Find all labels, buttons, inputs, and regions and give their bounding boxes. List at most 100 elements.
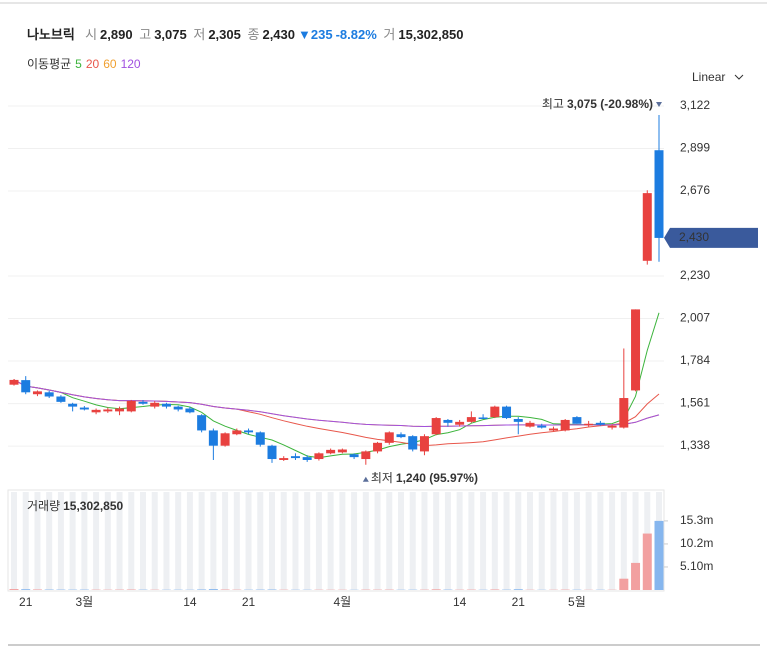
ma-legend-item: 60 — [103, 57, 117, 71]
candle-body — [21, 380, 31, 393]
x-tick-label: 14 — [453, 595, 467, 609]
high-text: 3,075 (-20.98%) — [567, 97, 653, 111]
candle-body — [267, 445, 277, 460]
candle-body — [208, 430, 218, 446]
volume-bar — [197, 589, 207, 590]
candle-body — [185, 408, 195, 413]
scale-mode[interactable]: Linear — [692, 70, 725, 84]
label: 저 — [193, 27, 206, 42]
volume-tick-label: 5.10m — [680, 559, 713, 573]
label: 거 — [383, 27, 396, 42]
candle-body — [232, 430, 242, 435]
candle-body — [443, 419, 453, 423]
candle-body — [455, 421, 465, 425]
low-annotation: 최저 1,240 (95.97%) — [371, 471, 478, 485]
candle-body — [572, 417, 582, 424]
candle-body — [150, 402, 160, 407]
volume-bar — [654, 520, 664, 590]
low-prefix: 최저 — [371, 471, 393, 485]
candle-body — [478, 417, 488, 419]
candle-body — [255, 432, 265, 445]
candle-body — [502, 406, 512, 419]
volume-bar — [642, 533, 652, 590]
candle-body — [607, 425, 617, 428]
x-tick-label: 21 — [242, 595, 256, 609]
high-marker — [656, 101, 662, 107]
volume-bar — [21, 589, 31, 590]
volume-bar — [32, 589, 42, 590]
change: ▼235 — [298, 27, 333, 42]
volume-bar — [208, 589, 218, 590]
y-tick-label: 2,676 — [680, 183, 710, 197]
volume-label: 거래량 — [27, 499, 60, 513]
candle-body — [525, 422, 535, 427]
volume-title: 거래량 15,302,850 — [27, 499, 124, 513]
candle-body — [373, 442, 383, 452]
candle-body — [408, 436, 418, 450]
candle-body — [349, 454, 359, 458]
last-price-box — [664, 227, 758, 248]
x-tick-label: 3월 — [76, 595, 94, 609]
candle-body — [631, 309, 641, 391]
y-tick-label: 1,784 — [680, 353, 710, 367]
y-tick-label: 2,230 — [680, 268, 710, 282]
candle-body — [9, 379, 19, 385]
low-text: 1,240 (95.97%) — [396, 471, 478, 485]
x-tick-label: 5월 — [568, 595, 586, 609]
y-tick-label: 2,899 — [680, 141, 710, 155]
candle-body — [32, 391, 42, 395]
last-price: 2,430 — [679, 230, 709, 244]
ma-label: 이동평균 — [27, 57, 72, 71]
volume-bar — [631, 562, 641, 590]
volume-bar — [431, 589, 441, 590]
value: 2,305 — [208, 27, 241, 42]
stock-name: 나노브릭 — [27, 27, 75, 42]
low-marker — [362, 476, 369, 482]
moving-average — [13, 379, 660, 447]
value: 15,302,850 — [398, 27, 464, 42]
candle-body — [44, 392, 54, 397]
candle-body — [654, 150, 664, 238]
x-tick-label: 14 — [183, 595, 197, 609]
candle-body — [91, 409, 101, 413]
candle-body — [337, 449, 347, 453]
candle-body — [138, 401, 148, 404]
candle-body — [642, 193, 652, 261]
candle-body — [595, 422, 605, 425]
high-prefix: 최고 — [542, 97, 564, 111]
chevron[interactable] — [734, 74, 744, 80]
candle-body — [115, 408, 125, 412]
volume-bar — [619, 578, 629, 590]
candle-body — [513, 419, 523, 422]
ma-legend-item: 20 — [85, 57, 100, 71]
candle-body — [290, 456, 300, 459]
candle-body — [384, 432, 394, 443]
candle-body — [220, 433, 230, 446]
candle-body — [302, 457, 312, 460]
label: 종 — [247, 27, 260, 42]
candle-body — [548, 428, 558, 431]
candle-body — [326, 449, 336, 454]
x-tick-label: 4월 — [334, 595, 352, 609]
x-tick-label: 21 — [512, 595, 526, 609]
volume-total: 15,302,850 — [63, 499, 123, 513]
label: 고 — [139, 27, 152, 42]
label: 시 — [85, 27, 98, 42]
candle-body — [537, 425, 547, 428]
candle-body — [419, 436, 429, 452]
candle-body — [314, 453, 324, 460]
candle-body — [279, 458, 289, 460]
candle-body — [584, 423, 594, 426]
ma-legend: 이동평균 5 20 60 120 — [27, 55, 145, 72]
volume-tick-label: 10.2m — [680, 536, 713, 550]
volume-tick-label: 15.3m — [680, 513, 713, 527]
ma-legend-item: 5 — [75, 57, 82, 71]
candle-body — [161, 403, 171, 407]
candle-body — [197, 415, 207, 431]
candle-body — [79, 407, 89, 410]
y-tick-label: 1,338 — [680, 438, 710, 452]
volume-bar — [490, 589, 500, 590]
candle-body — [126, 400, 136, 412]
ma-legend-item: 120 — [120, 57, 141, 71]
